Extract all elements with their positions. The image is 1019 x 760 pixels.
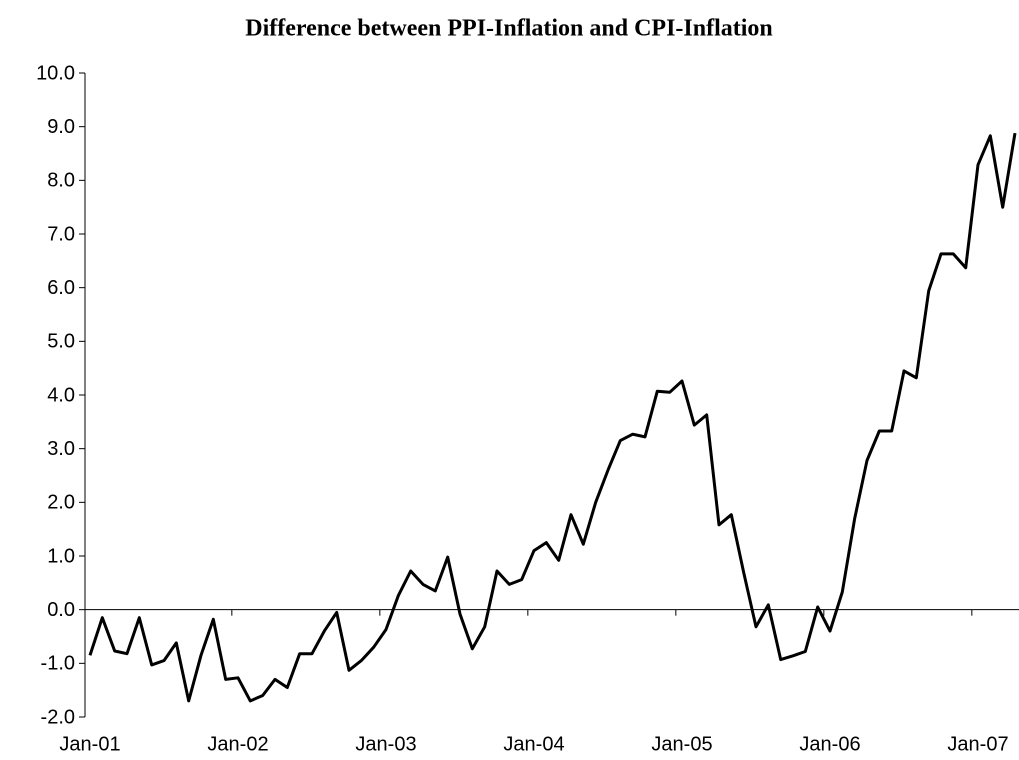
x-tick-label: Jan-07	[947, 733, 1008, 755]
y-tick-label: 2.0	[47, 492, 75, 514]
y-tick-label: -1.0	[41, 653, 75, 675]
x-tick-label: Jan-06	[799, 733, 860, 755]
y-tick-label: 10.0	[36, 62, 75, 84]
y-tick-label: 6.0	[47, 277, 75, 299]
y-tick-label: 7.0	[47, 223, 75, 245]
x-tick-label: Jan-04	[503, 733, 564, 755]
y-tick-label: 8.0	[47, 170, 75, 192]
y-tick-label: 5.0	[47, 331, 75, 353]
y-tick-label: 9.0	[47, 116, 75, 138]
x-tick-label: Jan-03	[355, 733, 416, 755]
x-tick-label: Jan-01	[59, 733, 120, 755]
y-tick-label: 3.0	[47, 438, 75, 460]
x-tick-label: Jan-02	[207, 733, 268, 755]
y-tick-label: -2.0	[41, 706, 75, 728]
x-tick-label: Jan-05	[651, 733, 712, 755]
y-tick-label: 0.0	[47, 599, 75, 621]
chart-title: Difference between PPI-Inflation and CPI…	[245, 16, 773, 42]
y-tick-label: 4.0	[47, 384, 75, 406]
y-tick-label: 1.0	[47, 545, 75, 567]
line-series	[88, 132, 1017, 703]
